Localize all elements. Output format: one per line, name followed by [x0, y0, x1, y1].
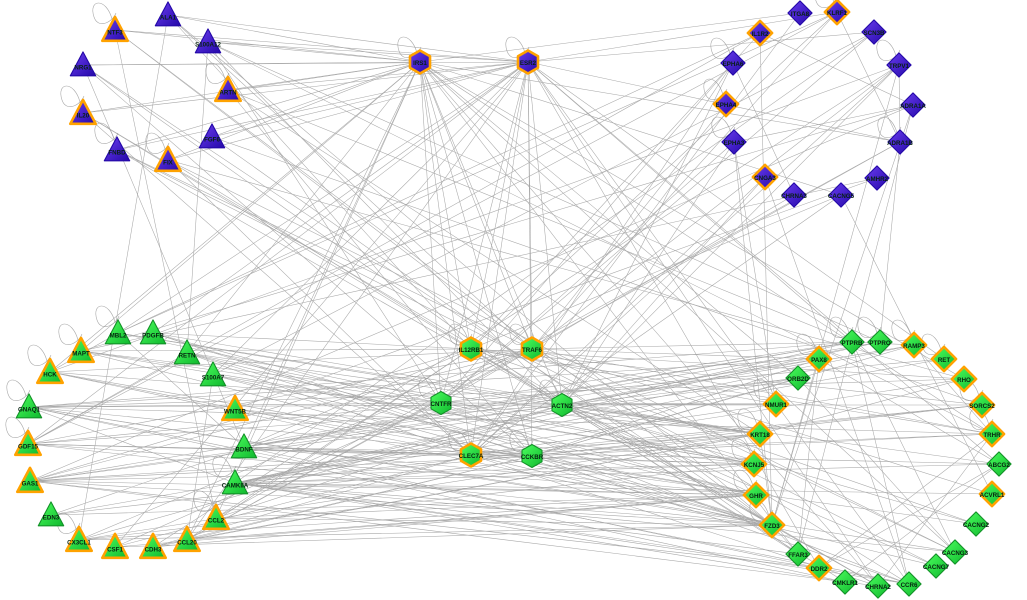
svg-text:AMHR2: AMHR2 [866, 176, 889, 183]
svg-text:DDR2: DDR2 [811, 566, 828, 573]
svg-text:NRG1: NRG1 [74, 65, 92, 72]
svg-text:CACNG5: CACNG5 [828, 193, 855, 200]
svg-text:S100A7: S100A7 [202, 375, 225, 382]
svg-text:ESR2: ESR2 [520, 60, 537, 67]
svg-text:WNT5B: WNT5B [224, 409, 247, 416]
svg-text:EPHA3: EPHA3 [724, 140, 745, 147]
svg-text:HCK: HCK [43, 372, 57, 379]
svg-text:IRS1: IRS1 [413, 60, 427, 67]
svg-text:BDNF: BDNF [235, 447, 252, 454]
svg-text:CACNG3: CACNG3 [942, 550, 969, 557]
svg-text:PTPRB: PTPRB [842, 340, 864, 347]
svg-text:EPHA4: EPHA4 [716, 102, 737, 109]
svg-text:CHRNA3: CHRNA3 [781, 193, 807, 200]
svg-text:CNGA3: CNGA3 [754, 175, 776, 182]
svg-text:PAX8: PAX8 [811, 357, 827, 364]
svg-text:GAS1: GAS1 [22, 481, 39, 488]
svg-text:SORCS2: SORCS2 [969, 403, 995, 410]
svg-text:TRPV1: TRPV1 [889, 63, 910, 70]
svg-text:RETN: RETN [179, 353, 196, 360]
svg-text:MBL2: MBL2 [110, 333, 127, 340]
svg-text:CCL2: CCL2 [208, 518, 225, 525]
svg-text:SCN3B: SCN3B [864, 30, 886, 37]
svg-text:ARTN: ARTN [219, 90, 237, 97]
svg-text:MAPT: MAPT [72, 351, 90, 358]
svg-text:CAMKIIA: CAMKIIA [222, 483, 249, 490]
svg-text:CNTFR: CNTFR [431, 401, 452, 408]
svg-text:CMKLR1: CMKLR1 [832, 580, 858, 587]
svg-text:IL12RB1: IL12RB1 [459, 347, 484, 354]
svg-text:NMUR1: NMUR1 [765, 402, 788, 409]
svg-text:CHRNA2: CHRNA2 [865, 584, 891, 591]
svg-text:ACVRL1: ACVRL1 [980, 492, 1005, 499]
svg-text:CSF1: CSF1 [107, 547, 123, 554]
svg-text:RET: RET [938, 357, 951, 364]
svg-text:NTF3: NTF3 [107, 30, 123, 37]
svg-text:CCL20: CCL20 [177, 540, 197, 547]
svg-text:ABCG2: ABCG2 [988, 462, 1010, 469]
svg-text:ALA1: ALA1 [160, 15, 177, 22]
svg-text:IL20: IL20 [77, 113, 90, 120]
svg-text:EDN3: EDN3 [43, 515, 60, 522]
svg-text:CLEC7A: CLEC7A [459, 453, 484, 460]
svg-text:CX3CL1: CX3CL1 [67, 540, 91, 547]
svg-text:KLRF1: KLRF1 [827, 10, 847, 17]
svg-text:FGF6: FGF6 [204, 137, 220, 144]
svg-text:TRAF6: TRAF6 [522, 347, 542, 354]
svg-text:CCKBR: CCKBR [521, 454, 544, 461]
svg-text:ORB2D: ORB2D [787, 376, 809, 383]
svg-text:ACTN2: ACTN2 [552, 403, 573, 410]
svg-text:CDH3: CDH3 [145, 547, 162, 554]
svg-text:ADRA1B: ADRA1B [887, 140, 913, 147]
svg-text:KCNJ5: KCNJ5 [744, 462, 765, 469]
svg-text:CACNG2: CACNG2 [963, 522, 990, 529]
svg-text:GHR: GHR [749, 493, 763, 500]
svg-text:FNBD: FNBD [108, 150, 126, 157]
svg-text:GDF15: GDF15 [18, 444, 39, 451]
svg-text:ADRA1A: ADRA1A [900, 103, 926, 110]
svg-text:IL1R2: IL1R2 [752, 31, 769, 38]
svg-text:FIX: FIX [163, 160, 173, 167]
svg-text:RAMP3: RAMP3 [903, 343, 925, 350]
svg-text:CACNG7: CACNG7 [923, 564, 950, 571]
svg-text:CCR6: CCR6 [901, 582, 918, 589]
svg-text:RHO: RHO [957, 377, 971, 384]
svg-text:TRHR: TRHR [983, 432, 1001, 439]
svg-text:S100A12: S100A12 [195, 42, 221, 49]
svg-text:FFAR3: FFAR3 [788, 552, 808, 559]
svg-text:GNAQ1: GNAQ1 [18, 407, 41, 414]
svg-text:KRT18: KRT18 [750, 432, 770, 439]
svg-text:PTPRO: PTPRO [869, 340, 891, 347]
svg-text:FZD3: FZD3 [764, 523, 780, 530]
svg-text:ITGA8: ITGA8 [791, 11, 810, 18]
svg-text:EPHA6: EPHA6 [723, 61, 744, 68]
svg-text:PDGFB: PDGFB [142, 333, 164, 340]
